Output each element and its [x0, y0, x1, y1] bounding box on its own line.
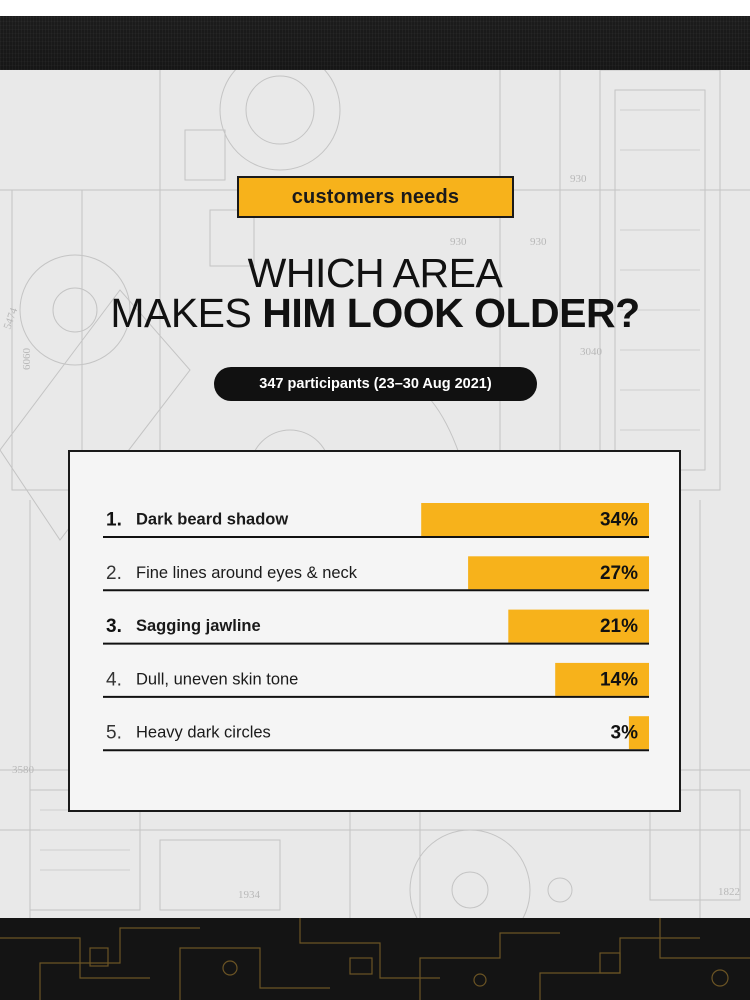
- results-card: 1. Dark beard shadow 34% 2. Fine lines aroun…: [68, 450, 681, 812]
- blueprint-number: 930: [530, 236, 547, 248]
- headline-regular-part: MAKES: [110, 290, 263, 336]
- rank-number: 3.: [106, 616, 122, 637]
- bar: [628, 716, 649, 750]
- headline-line-1: WHICH AREA: [247, 250, 503, 296]
- category-label: Heavy dark circles: [136, 724, 271, 742]
- category-label: Dark beard shadow: [136, 511, 288, 529]
- rank-number: 2.: [106, 563, 122, 584]
- value-label: 3%: [611, 723, 639, 744]
- bottom-circuit-band: [0, 918, 750, 1000]
- category-tag: customers needs: [237, 176, 514, 218]
- headline-line-2: MAKES HIM LOOK OLDER?: [0, 290, 750, 336]
- blueprint-number: 3580: [12, 764, 35, 776]
- blueprint-number: 1934: [238, 889, 261, 901]
- headline-bold-part: HIM LOOK OLDER?: [262, 290, 640, 336]
- blueprint-number: 930: [450, 236, 467, 248]
- blueprint-number: 1822: [718, 886, 740, 898]
- top-texture-band: [0, 0, 750, 70]
- blueprint-number: 930: [570, 173, 587, 185]
- value-label: 34%: [600, 510, 638, 531]
- bar: [508, 609, 649, 643]
- bar: [555, 662, 649, 696]
- value-label: 21%: [600, 616, 638, 637]
- results-chart: 1. Dark beard shadow 34% 2. Fine lines aroun…: [103, 503, 649, 752]
- value-label: 14%: [600, 669, 638, 690]
- circuit-pattern: [0, 918, 750, 1000]
- rank-number: 5.: [106, 723, 122, 744]
- blueprint-number: 3040: [580, 346, 603, 358]
- blueprint-number: 6060: [21, 348, 33, 371]
- category-label: Fine lines around eyes & neck: [136, 564, 358, 582]
- bar: [421, 503, 649, 536]
- participants-pill: 347 participants (23–30 Aug 2021): [214, 367, 537, 401]
- rank-number: 4.: [106, 669, 122, 690]
- rank-number: 1.: [106, 510, 122, 531]
- category-label: Sagging jawline: [136, 617, 261, 635]
- category-label: Dull, uneven skin tone: [136, 670, 298, 688]
- value-label: 27%: [600, 563, 638, 584]
- bar: [468, 556, 649, 590]
